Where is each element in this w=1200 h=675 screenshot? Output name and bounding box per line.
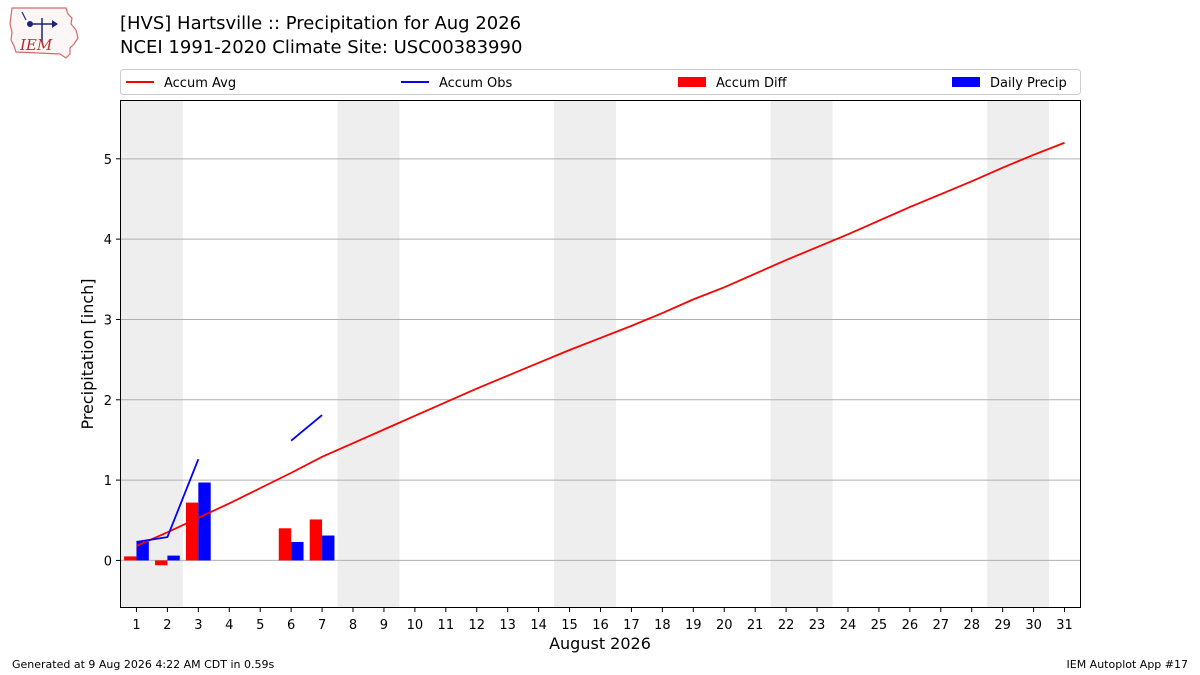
weekend-band <box>554 101 616 607</box>
x-tick-label: 30 <box>1025 618 1042 633</box>
y-tick-label: 0 <box>104 554 112 569</box>
y-tick-label: 3 <box>104 313 112 328</box>
x-tick-label: 7 <box>318 618 326 633</box>
lines <box>136 141 1065 547</box>
legend-label: Accum Obs <box>439 76 512 91</box>
generated-timestamp: Generated at 9 Aug 2026 4:22 AM CDT in 0… <box>12 658 275 671</box>
accum-diff-bar <box>278 528 292 561</box>
x-tick-label: 8 <box>349 618 357 633</box>
x-tick-label: 25 <box>871 618 888 633</box>
x-tick-label: 22 <box>778 618 795 633</box>
x-tick-label: 26 <box>902 618 919 633</box>
x-tick-label: 16 <box>592 618 609 633</box>
x-tick-label: 5 <box>256 618 264 633</box>
x-tick-label: 4 <box>225 618 233 633</box>
daily-precip-bar <box>291 541 304 561</box>
daily-precip-bar <box>167 555 180 561</box>
accum-diff-bar <box>124 556 137 561</box>
chart-subtitle: NCEI 1991-2020 Climate Site: USC00383990 <box>120 37 523 58</box>
x-tick-label: 13 <box>499 618 516 633</box>
app-credit: IEM Autoplot App #17 <box>1066 658 1189 671</box>
legend-swatch-bar <box>952 77 980 87</box>
x-tick-label: 3 <box>194 618 202 633</box>
x-tick-label: 1 <box>132 618 140 633</box>
x-tick-label: 29 <box>994 618 1011 633</box>
x-tick-label: 20 <box>716 618 733 633</box>
y-tick-label: 4 <box>104 233 112 248</box>
x-tick-label: 18 <box>654 618 671 633</box>
y-tick-label: 2 <box>104 394 112 409</box>
legend-label: Accum Diff <box>716 76 788 91</box>
legend-swatch-bar <box>678 77 706 87</box>
x-tick-label: 24 <box>840 618 857 633</box>
x-tick-label: 11 <box>438 618 455 633</box>
accum-diff-bar <box>155 560 168 566</box>
accum-obs-line <box>136 458 200 543</box>
legend-label: Daily Precip <box>990 76 1067 91</box>
daily-precip-bar <box>322 535 335 561</box>
legend-box <box>120 69 1081 95</box>
weekend-band <box>770 101 833 607</box>
x-tick-label: 28 <box>963 618 980 633</box>
accum-avg-line <box>136 141 1065 547</box>
weekend-band <box>337 101 400 607</box>
x-tick-label: 14 <box>530 618 547 633</box>
x-tick-label: 10 <box>407 618 424 633</box>
y-tick-label: 5 <box>104 153 112 168</box>
weekend-band <box>987 101 1050 607</box>
x-tick-label: 6 <box>287 618 295 633</box>
x-tick-label: 23 <box>809 618 826 633</box>
x-tick-label: 31 <box>1056 618 1073 633</box>
weekend-bands <box>121 101 1050 607</box>
chart-title: [HVS] Hartsville :: Precipitation for Au… <box>120 13 522 34</box>
iem-logo: IEM <box>9 7 79 59</box>
bars <box>124 482 335 566</box>
x-ticks: 1 2 3 4 5 6 7 8 9 10 11 12 13 14 15 16 17 18 19 20 21 22 23 24 2… <box>132 607 1073 633</box>
daily-precip-bar <box>198 482 211 561</box>
x-tick-label: 27 <box>933 618 950 633</box>
y-ticks: 0 1 2 3 4 5 <box>104 153 121 569</box>
accum-obs-line <box>290 414 323 442</box>
x-tick-label: 19 <box>685 618 702 633</box>
y-tick-label: 1 <box>104 474 112 489</box>
y-axis-label: Precipitation [inch] <box>78 278 97 429</box>
weekend-band <box>121 101 183 607</box>
legend: Accum Avg Accum Obs Accum Diff Daily Precip <box>120 69 1081 95</box>
x-tick-label: 15 <box>561 618 578 633</box>
x-tick-label: 9 <box>380 618 388 633</box>
x-tick-label: 2 <box>163 618 171 633</box>
accum-diff-bar <box>309 519 323 561</box>
x-tick-label: 17 <box>623 618 640 633</box>
daily-precip-bar <box>136 541 149 561</box>
logo-text: IEM <box>19 36 53 54</box>
legend-label: Accum Avg <box>164 76 236 91</box>
accum-diff-bar <box>185 502 199 561</box>
x-tick-label: 12 <box>468 618 485 633</box>
x-tick-label: 21 <box>747 618 764 633</box>
x-axis-label: August 2026 <box>549 634 651 653</box>
